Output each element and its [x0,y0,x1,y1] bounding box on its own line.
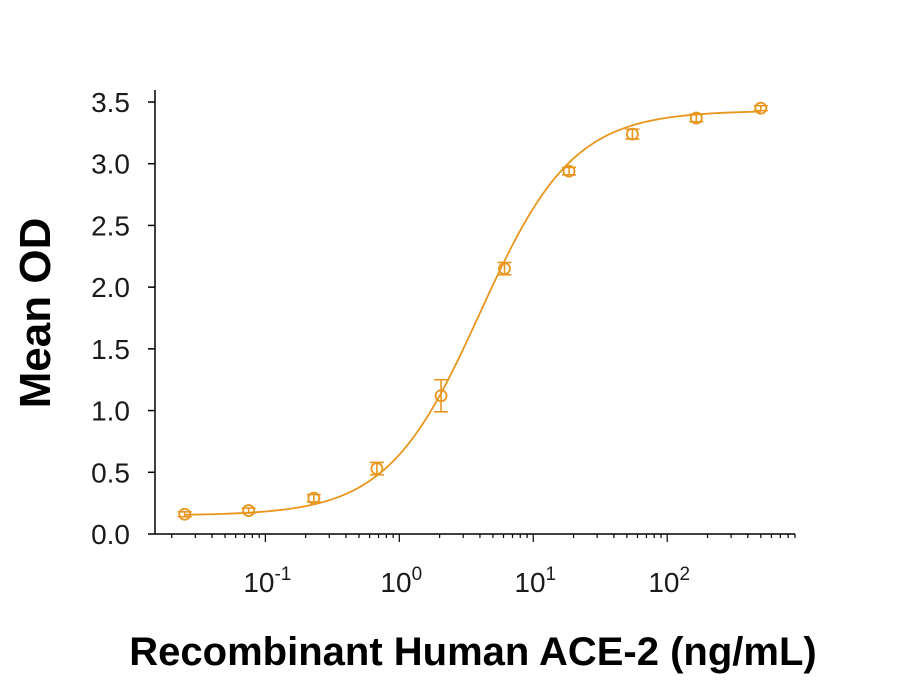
axes: 0.0 0.5 1.0 1.5 2.0 2.5 3.0 3.5 10-1 100 101 102 [91,87,796,598]
data-point [434,378,449,413]
y-axis-label: Mean OD [11,218,60,409]
data-point [689,111,704,125]
x-axis-label: Recombinant Human ACE-2 (ng/mL) [129,630,816,674]
data-points [177,101,768,521]
data-point [562,164,577,178]
point-marker [562,164,576,178]
data-point [625,127,640,141]
point-marker [626,127,639,141]
data-point [753,101,768,115]
y-tick-label: 0.5 [91,457,130,488]
axis-labels: Mean OD Recombinant Human ACE-2 (ng/mL) [11,218,817,674]
x-tick-label: 10-1 [243,564,291,598]
y-tick-label: 2.0 [91,272,130,303]
y-tick-label: 1.0 [91,396,130,427]
data-point [497,261,512,276]
point-marker [178,507,192,521]
point-marker [242,504,256,517]
y-tick-label: 2.5 [91,210,130,241]
x-tick-label: 100 [380,564,422,598]
point-marker [307,491,321,505]
point-marker [754,101,768,115]
data-point [177,507,192,521]
point-marker [498,262,511,276]
data-point [306,491,321,505]
fit-curve-path [184,110,761,516]
fit-curve [184,110,761,516]
y-tick-label: 0.0 [91,519,130,550]
point-marker [434,389,448,403]
point-marker [689,111,703,125]
data-point [241,504,256,517]
data-point [369,461,384,476]
y-tick-label: 3.0 [91,149,130,180]
y-tick-label: 3.5 [91,87,130,118]
y-tick-label: 1.5 [91,334,130,365]
x-tick-label: 101 [514,564,556,598]
x-tick-label: 102 [648,564,690,598]
point-marker [370,462,384,475]
